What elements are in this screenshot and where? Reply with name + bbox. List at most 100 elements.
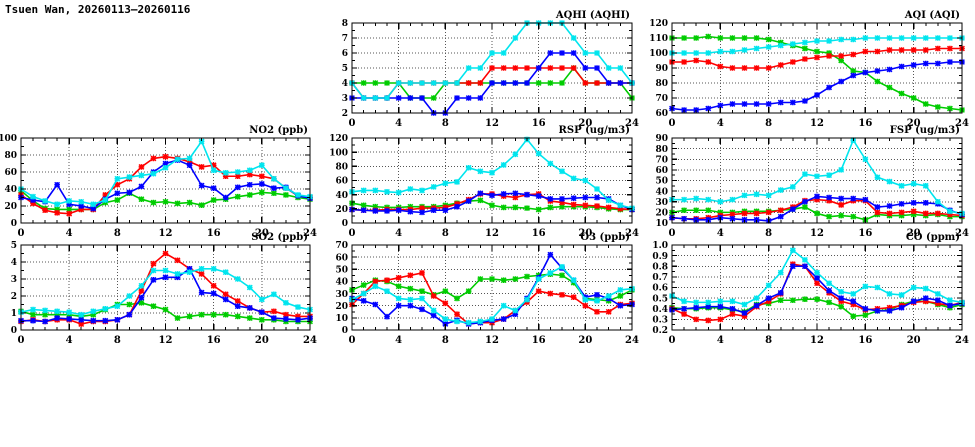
- xtick-label: 20: [907, 118, 921, 129]
- ytick-label: 0: [342, 219, 348, 229]
- xtick-label: 4: [395, 335, 402, 346]
- panel-title-fsp: FSP (ug/m3): [889, 125, 960, 136]
- xtick-label: 4: [717, 118, 724, 129]
- panel-fsp: FSP (ug/m3) 10 20 30 40 50 60 70 80 90 0 4 8 12 16 20 2…: [655, 125, 969, 239]
- ytick-label: 100: [649, 49, 668, 59]
- series-series4: [349, 263, 635, 326]
- xtick-label: 8: [442, 335, 449, 346]
- xtick-label: 16: [858, 228, 872, 239]
- panel-title-aqi: AQI (AQI): [904, 10, 960, 21]
- ytick-label: 0: [11, 219, 17, 229]
- xtick-label: 16: [858, 335, 872, 346]
- ytick-label: 70: [655, 155, 668, 165]
- ytick-label: 1: [11, 309, 17, 319]
- xtick-label: 4: [395, 118, 402, 129]
- ytick-label: 20: [335, 302, 348, 312]
- ytick-label: 3: [11, 275, 17, 285]
- page-title: Tsuen Wan, 20260113–20260116: [5, 3, 191, 16]
- panel-no2: NO2 (ppb) 0 20 40 60 80 100 0 4 8 12 16 20 24: [0, 125, 317, 239]
- ytick-label: 80: [335, 163, 348, 173]
- xtick-label: 16: [207, 228, 221, 239]
- xtick-label: 0: [669, 228, 676, 239]
- xtick-label: 20: [578, 335, 592, 346]
- ytick-label: 7: [342, 34, 348, 44]
- ytick-label: 80: [655, 79, 668, 89]
- xtick-label: 8: [765, 118, 772, 129]
- panel-co: CO (ppm) 0.2 0.3 0.4 0.5 0.6 0.7 0.8 0.9 1.0 0 4 8 1…: [652, 232, 969, 346]
- xtick-label: 16: [532, 335, 546, 346]
- ytick-label: 0.3: [652, 316, 668, 326]
- xtick-label: 12: [810, 118, 824, 129]
- ytick-label: 80: [4, 151, 17, 161]
- ytick-label: 20: [4, 202, 17, 212]
- xtick-label: 12: [810, 228, 824, 239]
- xtick-label: 20: [255, 335, 269, 346]
- xtick-label: 20: [578, 228, 592, 239]
- ytick-label: 40: [335, 278, 348, 288]
- xtick-label: 24: [955, 118, 969, 129]
- ytick-label: 0.7: [652, 273, 668, 283]
- xtick-label: 0: [349, 335, 356, 346]
- panel-title-o3: O3 (ppb): [580, 232, 630, 243]
- series-series1: [669, 33, 965, 113]
- panel-rsp: RSP (ug/m3) 0 20 40 60 80 100 120 0 4 8 12 16 20 24: [329, 125, 639, 239]
- xtick-label: 16: [532, 118, 546, 129]
- ytick-label: 10: [655, 219, 668, 229]
- ytick-label: 0.5: [652, 294, 668, 304]
- plot-svg-no2: 0 20 40 60 80 100 0 4 8 12 16 20 24: [0, 134, 317, 239]
- xtick-label: 24: [625, 335, 639, 346]
- series-markers: [18, 187, 313, 213]
- ytick-label: 90: [655, 134, 668, 144]
- xtick-label: 0: [18, 335, 25, 346]
- plot-svg-aqi: 60 70 80 90 100 110 120 0 4 8 12 16 20 24: [649, 19, 969, 129]
- xtick-label: 12: [485, 335, 499, 346]
- xtick-label: 12: [485, 118, 499, 129]
- xtick-label: 12: [159, 228, 173, 239]
- panel-title-aqhi: AQHI (AQHI): [555, 10, 630, 21]
- panel-aqi: AQI (AQI) 60 70 80 90 100 110 120 0 4 8 12 16 20 24: [649, 10, 969, 129]
- xtick-label: 4: [717, 335, 724, 346]
- ytick-label: 5: [11, 241, 17, 251]
- panel-aqhi: AQHI (AQHI) 2 3 4 5 6 7 8 0 4 8 12 16 20 24: [342, 10, 639, 129]
- ytick-label: 30: [655, 198, 668, 208]
- ytick-label: 100: [0, 134, 17, 144]
- ytick-label: 2: [11, 292, 17, 302]
- ytick-label: 60: [655, 109, 668, 119]
- xtick-label: 16: [532, 228, 546, 239]
- ytick-label: 40: [335, 191, 348, 201]
- panel-so2: SO2 (ppb) 0 1 2 3 4 5 0 4 8 12 16 20 24: [11, 232, 317, 346]
- xtick-label: 20: [255, 228, 269, 239]
- xtick-label: 8: [442, 228, 449, 239]
- series-series3: [669, 59, 965, 113]
- xtick-label: 24: [303, 335, 317, 346]
- ytick-label: 120: [649, 19, 668, 29]
- ytick-label: 70: [655, 94, 668, 104]
- panel-title-so2: SO2 (ppb): [251, 232, 308, 243]
- ytick-label: 8: [342, 19, 348, 29]
- ytick-label: 100: [329, 148, 348, 158]
- xtick-label: 8: [114, 335, 121, 346]
- ytick-label: 10: [335, 314, 348, 324]
- panel-o3: O3 (ppb) 0 10 20 30 40 50 60 70 0 4 8 12 16 20 24: [335, 232, 639, 346]
- xtick-label: 12: [159, 335, 173, 346]
- ytick-label: 0.2: [652, 326, 668, 336]
- ytick-label: 70: [335, 241, 348, 251]
- ytick-label: 0.9: [652, 252, 668, 262]
- xtick-label: 20: [907, 228, 921, 239]
- xtick-label: 8: [765, 335, 772, 346]
- xtick-label: 16: [858, 118, 872, 129]
- ytick-label: 6: [342, 49, 348, 59]
- xtick-label: 24: [625, 118, 639, 129]
- ytick-label: 90: [655, 64, 668, 74]
- ytick-label: 60: [335, 253, 348, 263]
- ytick-label: 4: [11, 258, 17, 268]
- xtick-label: 4: [66, 335, 73, 346]
- ytick-label: 110: [649, 34, 668, 44]
- series-series4: [669, 35, 965, 56]
- ytick-label: 0: [342, 326, 348, 336]
- xtick-label: 0: [669, 118, 676, 129]
- ytick-label: 3: [342, 94, 348, 104]
- xtick-label: 0: [349, 228, 356, 239]
